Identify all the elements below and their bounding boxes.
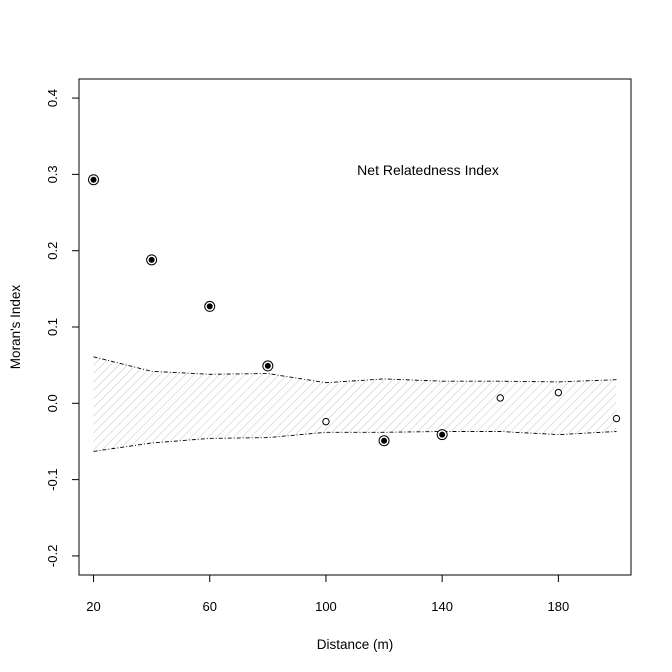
point-dot bbox=[264, 362, 271, 369]
point-dot bbox=[90, 176, 97, 183]
x-axis-label: Distance (m) bbox=[317, 637, 394, 652]
significant-point bbox=[204, 300, 216, 312]
y-tick-label: -0.1 bbox=[45, 468, 60, 490]
point-dot bbox=[439, 431, 446, 438]
envelope-upper-line bbox=[93, 356, 617, 384]
point-dot bbox=[148, 256, 155, 263]
y-axis-label: Moran's Index bbox=[8, 285, 23, 370]
x-tick-label: 180 bbox=[548, 599, 570, 614]
point-dot bbox=[206, 303, 213, 310]
point-ring bbox=[612, 414, 621, 423]
significant-point bbox=[378, 435, 390, 447]
plot-frame bbox=[78, 78, 632, 576]
annotation-net-relatedness-index: Net Relatedness Index bbox=[357, 162, 499, 178]
y-tick-label: -0.2 bbox=[45, 545, 60, 567]
y-tick-label: 0.0 bbox=[45, 394, 60, 412]
point-dot bbox=[381, 437, 388, 444]
x-axis: 20 60 100 140 180 bbox=[86, 575, 569, 614]
nonsignificant-point bbox=[322, 417, 330, 426]
y-tick-label: 0.4 bbox=[45, 89, 60, 107]
y-tick-label: 0.3 bbox=[45, 165, 60, 183]
significant-point bbox=[262, 360, 274, 372]
y-tick-label: 0.2 bbox=[45, 242, 60, 260]
nonsignificant-point bbox=[554, 388, 563, 397]
x-tick-label: 100 bbox=[315, 599, 337, 614]
nonsignificant-point bbox=[612, 414, 621, 423]
x-tick-label: 140 bbox=[431, 599, 453, 614]
significant-point bbox=[146, 254, 158, 266]
y-tick-label: 0.1 bbox=[45, 318, 60, 336]
significant-point bbox=[436, 429, 448, 441]
point-ring bbox=[554, 388, 563, 397]
significant-point bbox=[88, 174, 100, 186]
y-axis: -0.2 -0.1 0.0 0.1 0.2 0.3 0.4 bbox=[45, 89, 79, 567]
nonsignificant-point bbox=[496, 394, 504, 402]
x-tick-label: 60 bbox=[203, 599, 217, 614]
x-tick-label: 20 bbox=[86, 599, 100, 614]
envelope-lower-line bbox=[93, 431, 617, 452]
point-ring bbox=[322, 417, 330, 426]
null-envelope-band bbox=[93, 356, 617, 452]
point-ring bbox=[496, 394, 504, 402]
